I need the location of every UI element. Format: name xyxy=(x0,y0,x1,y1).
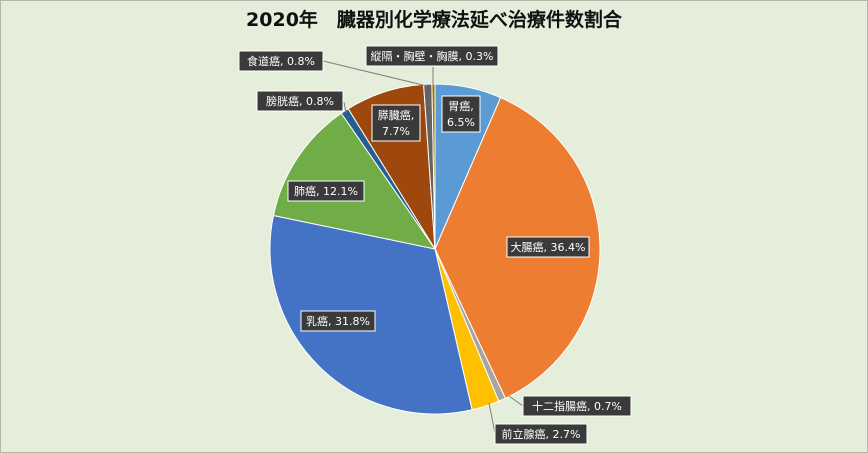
data-label-slice-1: 胃癌, 6.5% xyxy=(441,95,481,133)
leader-line-slice-9 xyxy=(322,60,428,87)
data-label-text: 縦隔・胸壁・胸膜, 0.3% xyxy=(371,49,494,63)
data-label-box xyxy=(371,104,421,142)
data-label-text: 7.7% xyxy=(382,125,410,138)
data-label-text: 前立腺癌, 2.7% xyxy=(502,427,581,441)
data-label-text: 膵臓癌, xyxy=(378,108,415,122)
data-label-box xyxy=(365,45,499,67)
data-label-text: 乳癌, 31.8% xyxy=(306,314,370,328)
chart-title: 2020年 臓器別化学療法延べ治療件数割合 xyxy=(246,9,622,31)
data-label-slice-5: 乳癌, 31.8% xyxy=(300,310,376,332)
data-label-box xyxy=(522,395,632,417)
data-label-slice-9: 食道癌, 0.8% xyxy=(238,50,324,72)
data-label-text: 6.5% xyxy=(447,116,475,129)
data-label-box xyxy=(494,423,588,445)
data-label-box xyxy=(256,90,344,112)
data-label-slice-2: 大腸癌, 36.4% xyxy=(506,236,590,258)
data-label-box xyxy=(238,50,324,72)
data-label-slice-3: 十二指腸癌, 0.7% xyxy=(522,395,632,417)
data-label-text: 十二指腸癌, 0.7% xyxy=(532,399,622,413)
data-label-text: 胃癌, xyxy=(448,99,474,113)
data-label-text: 大腸癌, 36.4% xyxy=(511,240,586,254)
leader-line-slice-4 xyxy=(488,402,496,434)
data-label-box xyxy=(441,95,481,133)
data-label-slice-8: 膵臓癌, 7.7% xyxy=(371,104,421,142)
data-label-text: 膀胱癌, 0.8% xyxy=(266,94,334,108)
data-label-slice-7: 膀胱癌, 0.8% xyxy=(256,90,344,112)
data-label-box xyxy=(506,236,590,258)
data-label-text: 肺癌, 12.1% xyxy=(294,184,358,198)
data-label-box xyxy=(300,310,376,332)
data-label-slice-4: 前立腺癌, 2.7% xyxy=(494,423,588,445)
leader-line-slice-3 xyxy=(508,395,524,407)
data-label-text: 食道癌, 0.8% xyxy=(247,54,315,68)
leader-line-slice-7 xyxy=(343,101,347,114)
data-label-box xyxy=(287,180,365,202)
data-label-slice-6: 肺癌, 12.1% xyxy=(287,180,365,202)
data-label-slice-10: 縦隔・胸壁・胸膜, 0.3% xyxy=(365,45,499,67)
